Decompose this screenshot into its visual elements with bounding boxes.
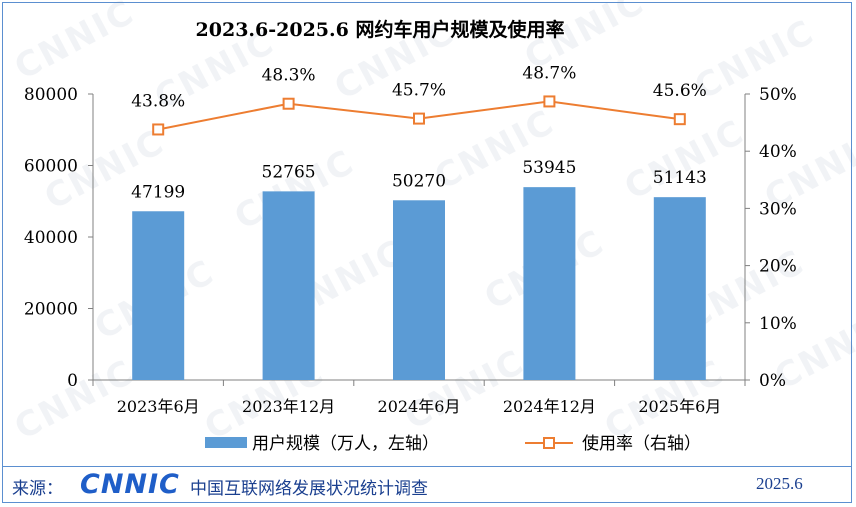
y-right-tick-label: 10% xyxy=(759,314,797,334)
chart-title: 2023.6-2025.6 网约车用户规模及使用率 xyxy=(196,18,565,41)
y-left-tick-label: 40000 xyxy=(24,228,78,248)
y-right-tick-label: 0% xyxy=(759,371,786,391)
y-left-tick-label: 20000 xyxy=(24,300,78,320)
legend-bar-label: 用户规模（万人，左轴） xyxy=(252,434,439,454)
bar xyxy=(393,200,445,380)
line-data-label: 45.6% xyxy=(653,81,707,101)
legend-line-marker xyxy=(543,437,555,449)
line-point-marker xyxy=(673,113,686,126)
legend-bar-swatch xyxy=(205,437,247,448)
line-data-label: 48.3% xyxy=(262,66,316,86)
bar xyxy=(262,191,315,380)
footer-source-label: 来源： xyxy=(12,479,63,499)
line-point-marker xyxy=(413,112,425,125)
y-right-tick-label: 20% xyxy=(759,257,797,277)
y-left-tick-label: 80000 xyxy=(24,85,78,105)
bar-data-label: 52765 xyxy=(262,162,316,182)
line-point-marker xyxy=(282,97,295,110)
bar-data-label: 53945 xyxy=(522,158,576,178)
x-tick-label: 2025年6月 xyxy=(638,397,721,416)
x-tick-label: 2024年12月 xyxy=(503,397,596,416)
footer-org-name: 中国互联网络发展状况统计调查 xyxy=(190,479,428,499)
bar xyxy=(653,197,706,380)
y-right-tick-label: 40% xyxy=(759,142,797,162)
line-data-label: 48.7% xyxy=(522,63,576,83)
bar-data-label: 47199 xyxy=(131,182,185,202)
y-right-tick-label: 30% xyxy=(759,199,797,219)
cnnic-logo: CNNIC xyxy=(80,469,180,500)
y-left-tick-label: 0 xyxy=(67,371,78,391)
footer-date: 2025.6 xyxy=(756,474,803,493)
line-point-marker xyxy=(152,123,165,136)
y-right-tick-label: 50% xyxy=(759,85,797,105)
x-tick-label: 2023年6月 xyxy=(117,397,200,416)
line-data-label: 45.7% xyxy=(392,81,446,101)
x-tick-label: 2024年6月 xyxy=(378,397,461,416)
bar-data-label: 51143 xyxy=(653,168,707,188)
x-tick-label: 2023年12月 xyxy=(242,397,335,416)
bar xyxy=(132,211,185,380)
bar-data-label: 50270 xyxy=(392,171,446,191)
line-point-marker xyxy=(543,95,556,108)
line-data-label: 43.8% xyxy=(131,91,185,111)
y-left-tick-label: 60000 xyxy=(24,157,78,177)
bar xyxy=(523,187,576,380)
footer-divider xyxy=(3,466,852,467)
legend-line-label: 使用率（右轴） xyxy=(582,433,701,454)
